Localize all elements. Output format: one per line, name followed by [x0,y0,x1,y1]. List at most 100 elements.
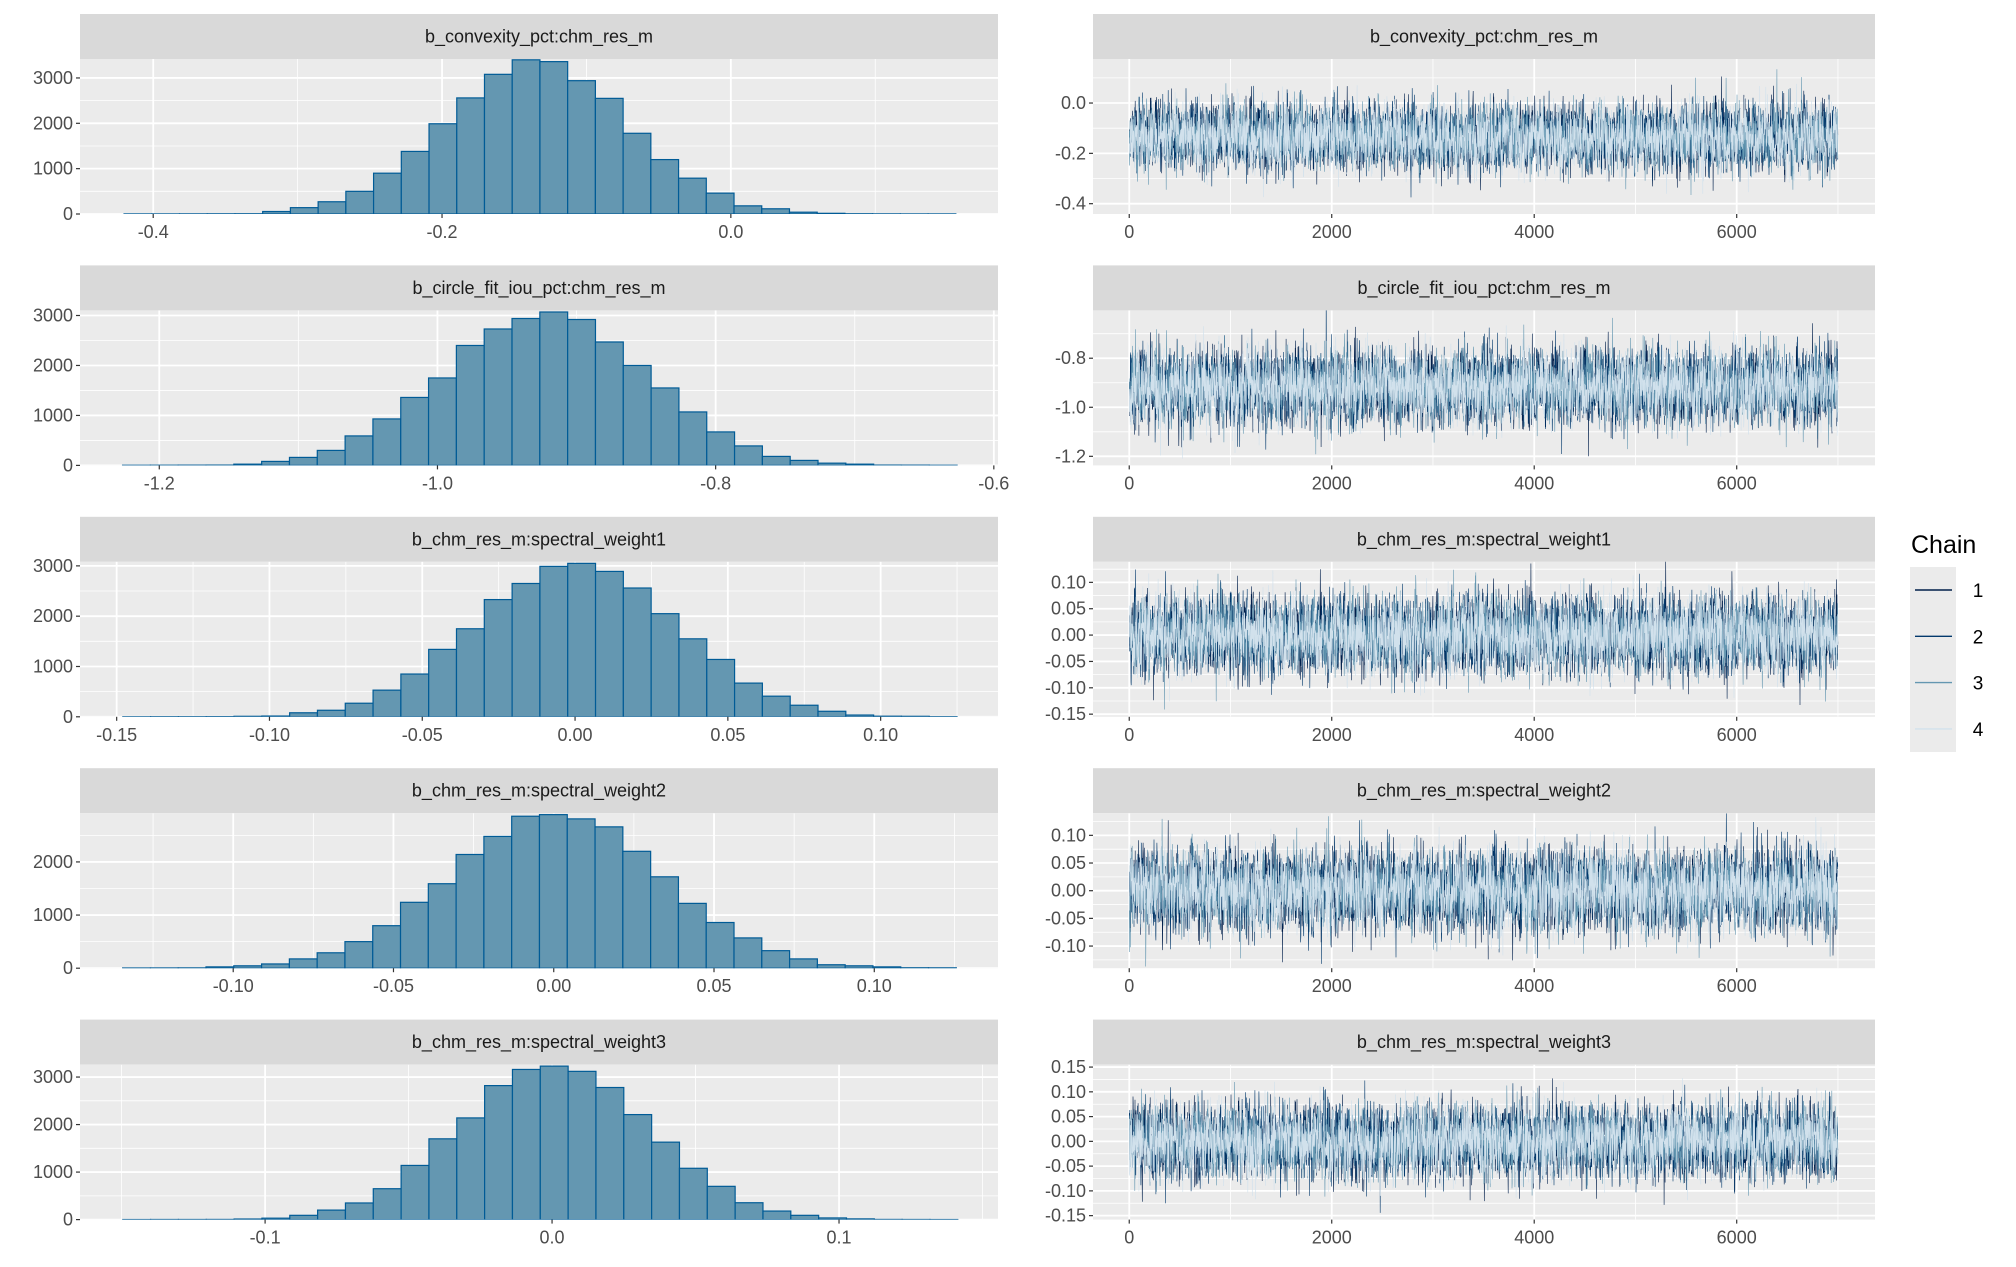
y-tick-label: 2000 [33,852,73,872]
x-tick-label: 0 [1124,1228,1134,1248]
trace-panel: b_chm_res_m:spectral_weight2 0 2000 4000 600… [1045,768,1875,996]
histogram-bar [622,587,652,717]
histogram-bar [456,97,486,214]
x-tick-label: 0.00 [536,976,571,996]
y-tick-label: 0.05 [1051,853,1086,873]
y-tick-label: -0.05 [1045,651,1086,671]
trace-panel: b_convexity_pct:chm_res_m 0 2000 4000 6000 -0… [1055,14,1875,242]
histogram-bar [623,1113,653,1220]
facet-title: b_chm_res_m:spectral_weight2 [1357,781,1611,802]
histogram-bar [288,456,318,466]
x-tick-label: 0.10 [857,976,892,996]
histogram-bar [678,638,708,717]
histogram-bar [622,364,652,466]
histogram-bar [483,598,513,717]
histogram-bar [511,59,541,214]
y-tick-label: 0 [63,1210,73,1230]
histogram-bar [372,689,402,717]
histogram-bar [622,132,652,214]
histogram-bar [567,318,597,466]
histogram-bar [845,463,875,466]
histogram-bar [900,715,930,717]
histogram-bar [289,1214,319,1220]
trace-line-chain-4 [1129,817,1839,956]
histogram-bar [872,966,902,969]
histogram-bar [539,565,569,717]
x-tick-label: 6000 [1717,1228,1757,1248]
histogram-panel: b_chm_res_m:spectral_weight2 -0.10 -0.05 0.… [33,768,998,996]
histogram-bar [650,158,680,214]
trace-line-chain-4 [1129,325,1839,459]
histogram-bar [427,883,457,969]
y-tick-label: 2000 [33,1115,73,1135]
histogram-bar [344,702,374,717]
histogram-bar [733,205,763,214]
facet-strip [80,14,998,59]
panel-content [80,561,998,717]
y-tick-label: 0 [63,958,73,978]
histogram-bar [261,715,291,717]
histogram-bar [817,710,847,717]
y-tick-label: -0.10 [1045,1181,1086,1201]
histogram-bar [344,941,374,969]
legend-label: 3 [1973,674,1984,695]
y-tick-label: 0.05 [1051,1107,1086,1127]
facet-title: b_chm_res_m:spectral_weight3 [412,1032,666,1053]
histogram-bar [511,582,541,717]
histogram-bar [650,876,680,969]
y-tick-label: -0.15 [1045,1206,1086,1226]
x-tick-label: 6000 [1717,222,1757,242]
y-tick-label: 0.10 [1051,825,1086,845]
histogram-bar [761,950,791,969]
histogram-bar [483,835,513,969]
histogram-bar [400,396,430,466]
facet-strip [80,1019,998,1065]
y-tick-label: 0 [63,455,73,475]
histogram-bar [651,1141,681,1220]
legend-title: Chain [1911,531,1976,559]
facet-strip [1093,14,1875,59]
facet-title: b_circle_fit_iou_pct:chm_res_m [1357,278,1610,299]
facet-title: b_chm_res_m:spectral_weight3 [1357,1032,1611,1053]
histogram-bar [873,715,903,717]
histogram-bar [484,1085,514,1220]
y-tick-label: 0.05 [1051,599,1086,619]
histogram-bar [372,172,402,214]
histogram-bar [261,1217,291,1220]
x-tick-label: 2000 [1312,222,1352,242]
x-tick-label: 0 [1124,473,1134,493]
histogram-bar [400,1164,430,1220]
histogram-bar [845,1218,875,1220]
histogram-bar [316,709,346,717]
y-tick-label: 3000 [33,68,73,88]
y-tick-label: 0 [63,707,73,727]
histogram-bar [566,818,596,969]
panel-content [1093,1064,1875,1220]
facet-strip [1093,768,1875,814]
histogram-bar [650,613,680,717]
x-tick-label: -0.15 [96,725,137,745]
histogram-bar [372,925,402,969]
histogram-bar [567,1070,597,1220]
panel-content [80,813,998,969]
x-tick-label: 6000 [1717,725,1757,745]
histogram-bar [594,97,624,214]
facet-title: b_convexity_pct:chm_res_m [1370,27,1598,48]
panel-content [80,1064,998,1220]
histogram-bar [483,73,513,214]
histogram-bar [233,1218,263,1220]
y-tick-label: 1000 [33,405,73,425]
x-tick-label: 4000 [1514,222,1554,242]
histogram-bar [595,1086,625,1220]
panel-content [1093,561,1875,717]
x-tick-label: -1.0 [422,473,453,493]
facet-title: b_chm_res_m:spectral_weight1 [1357,529,1611,550]
histogram-bar [261,460,291,466]
histogram-bar [316,449,346,466]
histogram-panel: b_chm_res_m:spectral_weight1 -0.15 -0.10 -0… [33,516,998,745]
y-tick-label: 1000 [33,159,73,179]
x-tick-label: 0.0 [540,1228,565,1248]
x-tick-label: 0.10 [863,725,898,745]
histogram-bar [511,317,541,466]
histogram-bar [706,1185,736,1220]
